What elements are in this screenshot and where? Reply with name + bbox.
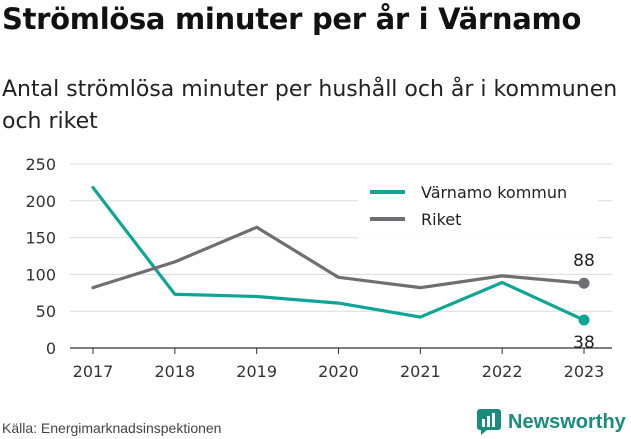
x-tick-label: 2023 (564, 362, 605, 381)
end-value-label: 38 (573, 333, 595, 353)
series-end-point (578, 314, 590, 326)
legend-background (358, 176, 598, 238)
x-axis: 2017 2018 2019 2020 2021 2022 2023 (73, 348, 605, 381)
chart-title: Strömlösa minuter per år i Värnamo (2, 2, 582, 36)
chart-subtitle: Antal strömlösa minuter per hushåll och … (2, 77, 618, 134)
line-chart: 0 50 100 150 200 250 2017 2018 2019 2020 2021 2022… (25, 155, 612, 381)
brand-name: Newsworthy (508, 410, 626, 433)
series-line-varnamo (91, 185, 586, 322)
x-tick-label: 2019 (236, 362, 277, 381)
y-tick-label: 250 (25, 155, 56, 174)
series-line-riket (91, 225, 586, 290)
legend-label: Riket (421, 210, 461, 229)
x-tick-label: 2021 (400, 362, 441, 381)
y-tick-label: 100 (25, 265, 56, 284)
x-tick-label: 2020 (318, 362, 359, 381)
x-tick-label: 2022 (482, 362, 523, 381)
y-tick-label: 50 (36, 302, 56, 321)
chart-legend: Värnamo kommun Riket (358, 176, 598, 238)
y-tick-label: 200 (25, 192, 56, 211)
x-tick-label: 2018 (154, 362, 195, 381)
end-value-label: 88 (573, 251, 595, 271)
series-end-point (578, 277, 590, 289)
newsworthy-logo-icon (477, 409, 501, 435)
legend-label: Värnamo kommun (421, 183, 567, 202)
x-tick-label: 2017 (73, 362, 114, 381)
y-axis: 0 50 100 150 200 250 (25, 155, 56, 358)
chart-lines: 38 88 (91, 185, 595, 353)
y-tick-label: 150 (25, 229, 56, 248)
brand-logo: Newsworthy (476, 406, 626, 438)
y-tick-label: 0 (46, 339, 56, 358)
source-note: Källa: Energimarknadsinspektionen (2, 420, 222, 436)
